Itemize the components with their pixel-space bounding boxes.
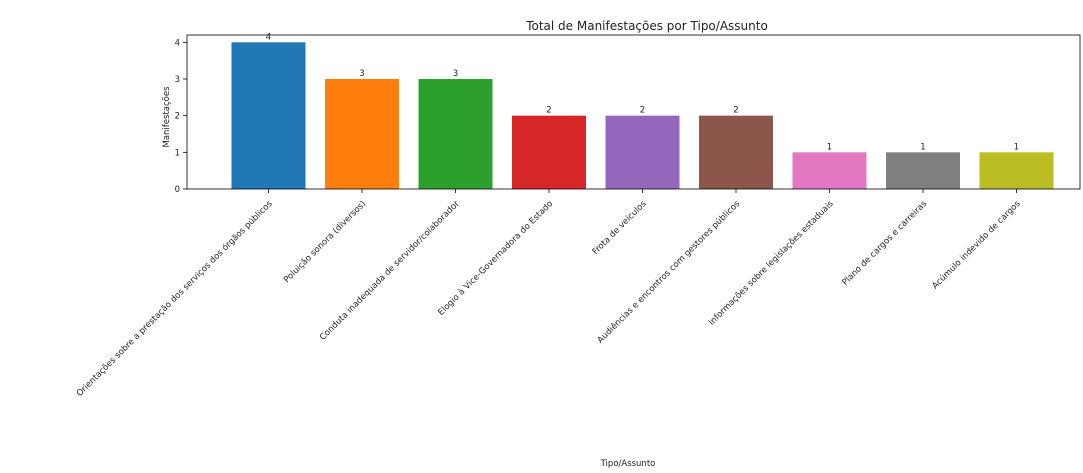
bar-value-label: 1	[920, 142, 925, 152]
y-tick-label: 0	[175, 185, 180, 195]
x-tick-label: Elogio à Vice-Governadora do Estado	[436, 199, 555, 318]
bar	[886, 152, 960, 189]
bar-value-label: 4	[266, 32, 271, 42]
y-tick-label: 4	[175, 38, 180, 48]
plot-frame	[186, 34, 1081, 190]
bar	[325, 79, 399, 189]
bar	[979, 152, 1054, 189]
y-axis-label: Manifestações	[162, 86, 172, 148]
bar	[792, 152, 867, 189]
bar-value-label: 3	[359, 69, 364, 79]
bar-value-label: 2	[546, 106, 551, 116]
bar	[418, 79, 493, 189]
x-tick-label: Acúmulo indevido de cargos	[930, 199, 1023, 292]
y-tick-label: 3	[175, 75, 180, 85]
bar	[605, 115, 680, 189]
bar	[512, 115, 586, 189]
x-tick-label: Orientações sobre a prestação dos serviç…	[74, 198, 275, 399]
bar-value-label: 2	[640, 106, 645, 116]
bar-value-label: 1	[1014, 142, 1019, 152]
x-tick-label: Plano de cargos e carreiras	[840, 199, 929, 288]
y-tick-label: 1	[175, 148, 180, 158]
bar-value-label: 2	[733, 106, 738, 116]
x-tick-label: Poluição sonora (diversos)	[282, 199, 368, 285]
bar	[231, 42, 306, 190]
chart-title: Total de Manifestações por Tipo/Assunto	[525, 19, 768, 33]
x-axis-label: Tipo/Assunto	[600, 459, 656, 469]
bar-value-label: 1	[827, 142, 832, 152]
x-tick-label: Audiências e encontros com gestores públ…	[595, 198, 743, 346]
y-tick-label: 2	[175, 112, 180, 122]
x-tick-label: Frota de veículos	[591, 199, 649, 257]
bar-value-label: 3	[453, 69, 458, 79]
bar	[699, 115, 773, 189]
plot-area: 0 1 2 3 4 4 Orientações sobre a prestação dos …	[74, 32, 1054, 399]
